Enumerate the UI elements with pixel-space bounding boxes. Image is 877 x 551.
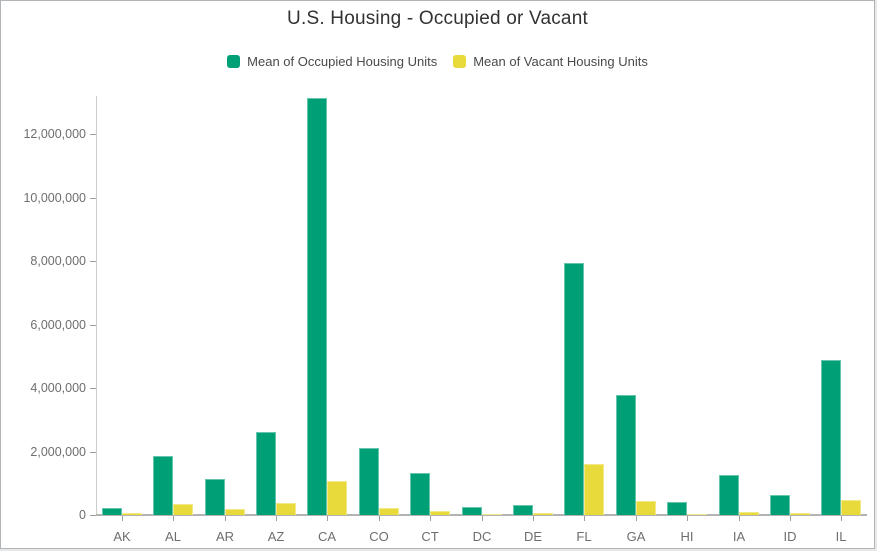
bar-occupied-CO[interactable]: [359, 448, 379, 515]
bar-vacant-HI[interactable]: [687, 514, 707, 515]
x-axis-label: IA: [732, 529, 746, 544]
bar-occupied-CT[interactable]: [410, 473, 430, 515]
legend-item-occupied[interactable]: Mean of Occupied Housing Units: [227, 54, 437, 69]
x-axis-label: CA: [317, 529, 337, 544]
x-axis-tick: [584, 516, 585, 521]
bar-vacant-FL[interactable]: [584, 464, 604, 515]
bar-occupied-AL[interactable]: [153, 456, 173, 515]
bar-vacant-AR[interactable]: [225, 509, 245, 515]
x-axis-tick: [841, 516, 842, 521]
x-axis-tick: [122, 516, 123, 521]
x-axis-tick: [482, 516, 483, 521]
x-axis-label: DE: [523, 529, 543, 544]
y-axis-label: 8,000,000: [30, 254, 86, 268]
y-axis-label: 0: [79, 508, 86, 522]
y-axis-tick: [90, 134, 96, 135]
legend-label-vacant: Mean of Vacant Housing Units: [473, 54, 648, 69]
y-axis-label: 10,000,000: [23, 191, 86, 205]
bar-vacant-ID[interactable]: [790, 513, 810, 515]
bar-occupied-AZ[interactable]: [256, 432, 276, 515]
chart-title: U.S. Housing - Occupied or Vacant: [287, 8, 588, 29]
y-axis-tick: [90, 515, 96, 516]
vacant-color-swatch-icon: [453, 55, 467, 68]
bar-occupied-DC[interactable]: [462, 507, 482, 515]
y-axis-tick: [90, 325, 96, 326]
bar-vacant-GA[interactable]: [636, 501, 656, 515]
legend-label-occupied: Mean of Occupied Housing Units: [247, 54, 438, 69]
x-axis-label: GA: [626, 529, 646, 544]
bar-occupied-IA[interactable]: [719, 475, 739, 515]
y-axis-tick: [90, 452, 96, 453]
x-axis-tick: [687, 516, 688, 521]
y-axis-tick: [90, 198, 96, 199]
x-axis-tick: [379, 516, 380, 521]
bar-vacant-AK[interactable]: [122, 513, 142, 515]
bar-vacant-CA[interactable]: [327, 481, 347, 515]
x-axis-tick: [739, 516, 740, 521]
bar-occupied-DE[interactable]: [513, 505, 533, 515]
y-axis-tick: [90, 261, 96, 262]
x-axis-label: DC: [472, 529, 492, 544]
bar-occupied-HI[interactable]: [667, 502, 687, 515]
bar-occupied-AK[interactable]: [102, 508, 122, 515]
x-axis-label: IL: [835, 529, 847, 544]
x-axis-tick: [225, 516, 226, 521]
bar-occupied-CA[interactable]: [307, 98, 327, 515]
x-axis-tick: [636, 516, 637, 521]
y-axis-label: 4,000,000: [30, 381, 86, 395]
bar-vacant-CO[interactable]: [379, 508, 399, 515]
x-axis-label: HI: [680, 529, 694, 544]
legend: Mean of Occupied Housing Units Mean of V…: [1, 54, 874, 69]
y-axis-label: 6,000,000: [30, 318, 86, 332]
y-axis-label: 12,000,000: [23, 127, 86, 141]
x-axis-tick: [430, 516, 431, 521]
x-axis-label: AK: [113, 529, 131, 544]
bar-vacant-DE[interactable]: [533, 513, 553, 515]
legend-item-vacant[interactable]: Mean of Vacant Housing Units: [453, 54, 648, 69]
occupied-color-swatch-icon: [227, 55, 241, 68]
bar-occupied-ID[interactable]: [770, 495, 790, 515]
x-axis-line: [96, 514, 867, 516]
x-axis-label: AL: [165, 529, 181, 544]
x-axis-label: CO: [369, 529, 389, 544]
x-axis-label: AZ: [267, 529, 285, 544]
bar-occupied-GA[interactable]: [616, 395, 636, 515]
bar-vacant-IA[interactable]: [739, 512, 759, 515]
bar-vacant-AL[interactable]: [173, 504, 193, 515]
x-axis-tick: [533, 516, 534, 521]
x-axis-label: FL: [576, 529, 592, 544]
x-axis-tick: [173, 516, 174, 521]
y-axis-tick: [90, 388, 96, 389]
x-axis-label: AR: [215, 529, 235, 544]
bar-occupied-IL[interactable]: [821, 360, 841, 515]
x-axis-tick: [276, 516, 277, 521]
y-axis-line: [96, 96, 97, 515]
bar-vacant-AZ[interactable]: [276, 503, 296, 515]
bar-vacant-IL[interactable]: [841, 500, 861, 515]
y-axis-label: 2,000,000: [30, 445, 86, 459]
x-axis-tick: [327, 516, 328, 521]
bar-vacant-DC[interactable]: [482, 514, 502, 515]
bar-occupied-FL[interactable]: [564, 263, 584, 515]
x-axis-label: CT: [421, 529, 439, 544]
bar-occupied-AR[interactable]: [205, 479, 225, 515]
x-axis-tick: [790, 516, 791, 521]
bar-vacant-CT[interactable]: [430, 511, 450, 515]
x-axis-label: ID: [783, 529, 797, 544]
